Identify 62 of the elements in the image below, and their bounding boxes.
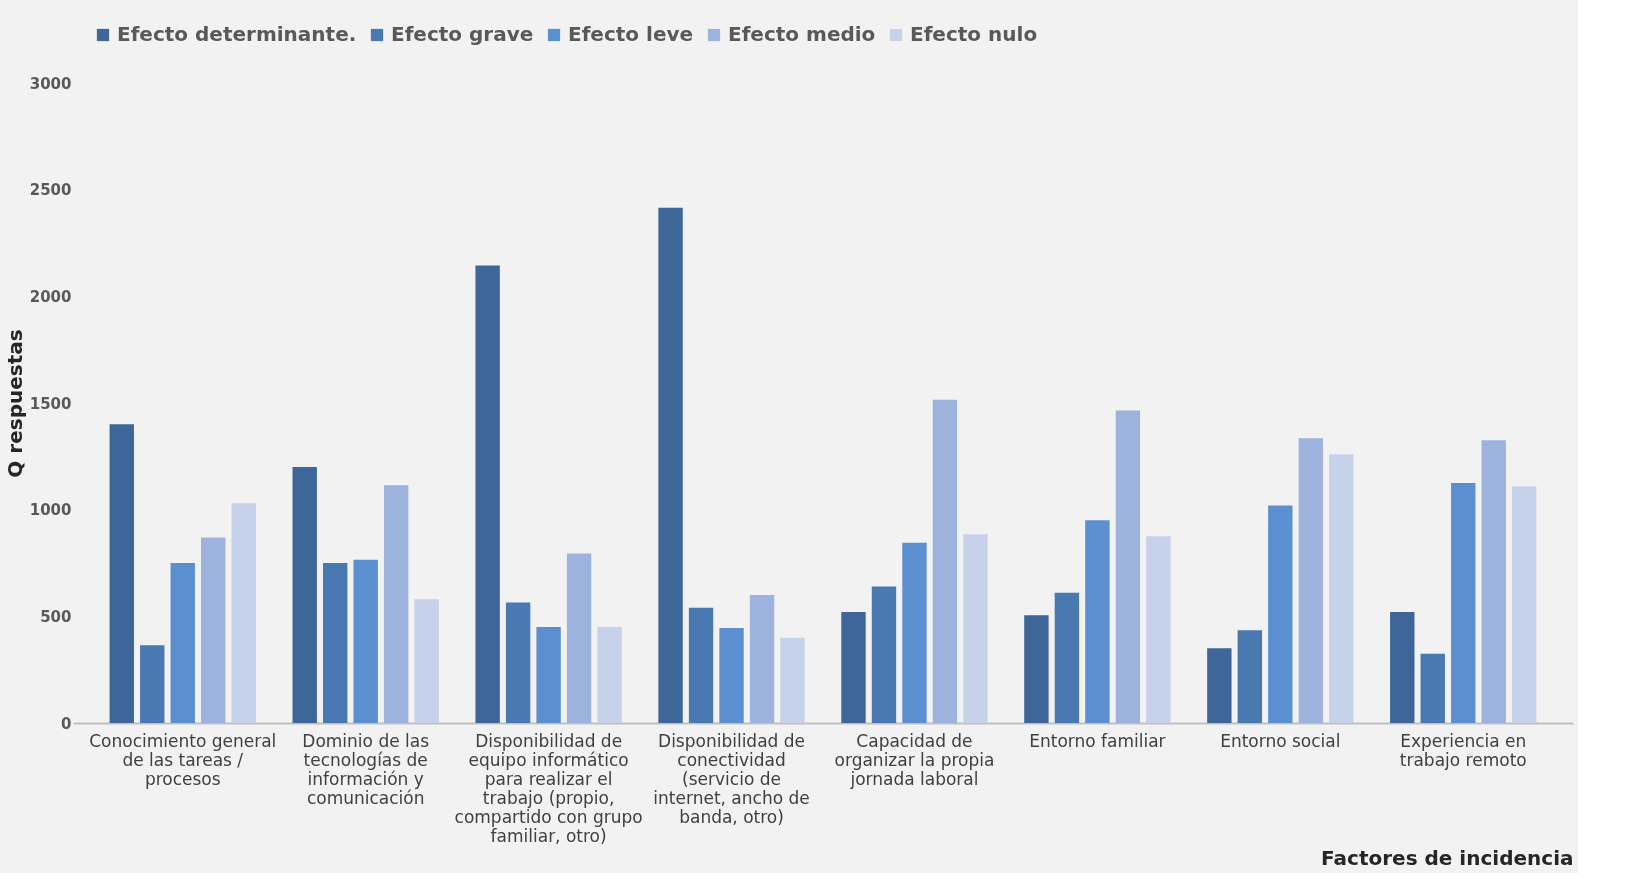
x-tick-label: Dominio de las tecnologías de información y comunicación bbox=[302, 730, 430, 808]
bar bbox=[566, 553, 592, 723]
y-axis-title: Q respuestas bbox=[2, 329, 27, 478]
bar bbox=[1115, 410, 1141, 723]
y-tick-label: 1500 bbox=[29, 394, 72, 413]
bar bbox=[658, 207, 683, 723]
bar bbox=[597, 627, 622, 723]
bar bbox=[1298, 438, 1323, 723]
bar bbox=[536, 627, 561, 723]
bar bbox=[841, 612, 866, 723]
legend-label: Efecto nulo bbox=[910, 22, 1038, 46]
bar bbox=[780, 637, 805, 723]
bar bbox=[1512, 486, 1537, 723]
x-tick-label: Experiencia en trabajo remoto bbox=[1399, 730, 1527, 770]
bar bbox=[170, 563, 195, 723]
bar bbox=[749, 595, 775, 723]
bar bbox=[1207, 648, 1232, 723]
bar bbox=[1085, 520, 1110, 723]
bar bbox=[383, 485, 409, 723]
bar bbox=[140, 645, 165, 723]
bar bbox=[1024, 615, 1049, 723]
bar bbox=[353, 559, 378, 723]
y-tick-label: 2000 bbox=[29, 287, 72, 306]
bar bbox=[414, 599, 439, 723]
x-tick-label: Conocimiento general de las tareas / procesos bbox=[89, 730, 277, 789]
legend-label: Efecto grave bbox=[391, 22, 534, 46]
bar bbox=[505, 602, 531, 723]
x-tick-label: Disponibilidad de conectividad (servicio de internet, ancho de banda, otro) bbox=[653, 730, 810, 827]
y-tick-label: 1000 bbox=[29, 501, 72, 520]
y-tick-label: 0 bbox=[61, 714, 72, 733]
bar bbox=[1054, 592, 1080, 723]
x-axis-title: Factores de incidencia bbox=[1321, 845, 1574, 870]
x-tick-label: Entorno familiar bbox=[1029, 730, 1166, 751]
bar bbox=[871, 586, 897, 723]
bar bbox=[201, 537, 226, 723]
x-tick-label: Disponibilidad de equipo informático para realizar el trabajo (propio, compartido con grupo familiar, otro) bbox=[454, 730, 643, 846]
y-tick-label: 3000 bbox=[29, 74, 72, 93]
bar bbox=[902, 542, 927, 723]
y-tick-label: 2500 bbox=[29, 181, 72, 200]
bar bbox=[688, 607, 714, 723]
bar bbox=[323, 563, 348, 723]
x-tick-label: Capacidad de organizar la propia jornada laboral bbox=[834, 730, 995, 789]
bar bbox=[719, 628, 744, 723]
bar bbox=[1146, 536, 1171, 723]
bar bbox=[1451, 483, 1476, 723]
bar bbox=[1390, 612, 1415, 723]
bar bbox=[1237, 630, 1263, 723]
bar bbox=[963, 534, 988, 723]
bar bbox=[932, 399, 958, 723]
y-tick-label: 500 bbox=[40, 607, 72, 626]
bar bbox=[231, 503, 256, 723]
legend-label: Efecto determinante. bbox=[117, 22, 357, 46]
legend-label: Efecto medio bbox=[728, 22, 876, 46]
bar bbox=[292, 467, 317, 723]
legend-label: Efecto leve bbox=[568, 22, 694, 46]
bar bbox=[1329, 454, 1354, 723]
bar bbox=[475, 265, 500, 723]
bar bbox=[1420, 653, 1445, 723]
x-tick-label: Entorno social bbox=[1220, 730, 1341, 751]
bar bbox=[1481, 440, 1506, 723]
bar bbox=[1268, 505, 1293, 723]
bar bbox=[109, 424, 134, 723]
